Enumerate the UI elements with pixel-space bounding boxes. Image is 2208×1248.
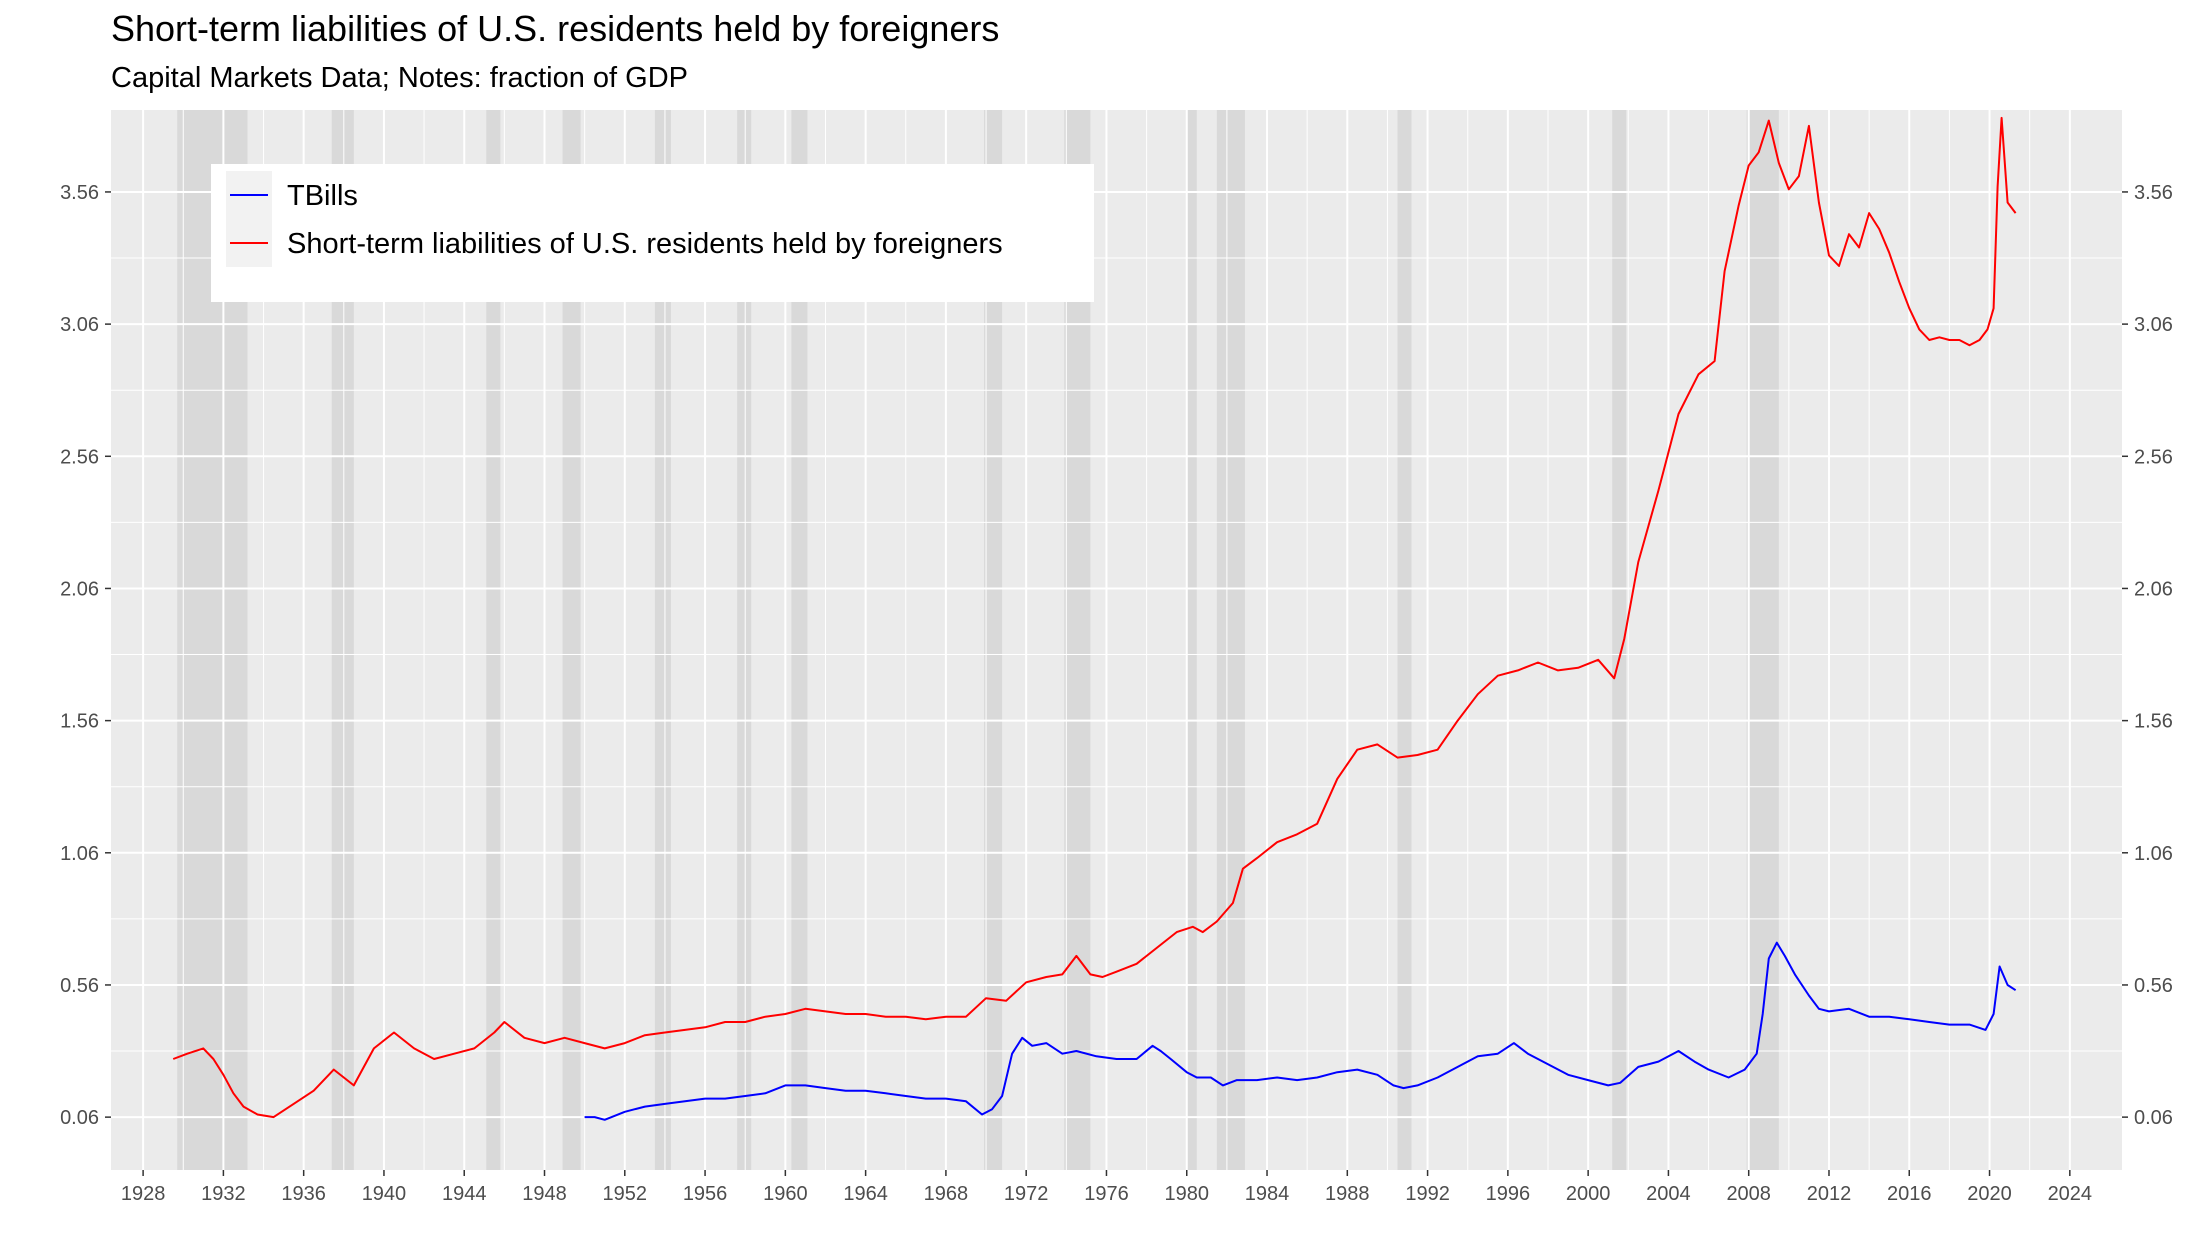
recession-band [984,110,1003,1170]
recession-band [562,110,581,1170]
recession-band [737,110,752,1170]
y-tick-label: 0.06 [60,1107,99,1129]
chart-subtitle: Capital Markets Data; Notes: fraction of… [111,62,688,94]
y-tick-label-right: 0.56 [2134,975,2173,997]
legend: TBills Short-term liabilities of U.S. res… [211,164,1094,302]
y-axis-right: 0.06 0.56 1.06 1.56 2.06 2.56 3.06 3.56 [2122,182,2173,1129]
x-tick-label: 1968 [924,1183,969,1205]
x-tick-label: 2000 [1566,1183,1611,1205]
y-tick-label-right: 0.06 [2134,1107,2173,1129]
minor-gridlines [111,110,2122,1170]
y-tick-label: 1.06 [60,843,99,865]
y-tick-label-right: 1.06 [2134,843,2173,865]
recession-band [1186,110,1197,1170]
x-tick-label: 2004 [1646,1183,1691,1205]
y-tick-label: 2.06 [60,578,99,600]
x-tick-label: 1960 [763,1183,808,1205]
x-tick-label: 2024 [2048,1183,2093,1205]
x-tick-label: 1988 [1325,1183,1370,1205]
recession-band [331,110,354,1170]
legend-box [211,164,1094,302]
y-tick-label-right: 2.06 [2134,578,2173,600]
y-tick-label-right: 3.56 [2134,182,2173,204]
x-tick-label: 1936 [281,1183,326,1205]
legend-label: TBills [287,180,358,212]
x-tick-label: 1976 [1084,1183,1129,1205]
x-tick-label: 2008 [1726,1183,1771,1205]
recession-band [1612,110,1627,1170]
recession-band [1216,110,1245,1170]
y-tick-label-right: 1.56 [2134,711,2173,733]
x-tick-label: 1996 [1486,1183,1531,1205]
y-tick-label: 1.56 [60,711,99,733]
y-tick-label: 3.56 [60,182,99,204]
x-tick-label: 1944 [442,1183,487,1205]
y-tick-label-right: 2.56 [2134,446,2173,468]
series-line-short-term-liabilities [172,116,2017,1119]
recession-band [1746,110,1779,1170]
y-tick-label: 0.56 [60,975,99,997]
x-tick-label: 1972 [1004,1183,1049,1205]
x-tick-label: 1932 [201,1183,246,1205]
y-axis-left: 0.06 0.56 1.06 1.56 2.06 2.56 3.06 3.56 [60,182,111,1129]
recession-band [654,110,671,1170]
recession-band [486,110,501,1170]
x-tick-label: 1952 [603,1183,648,1205]
y-tick-label-right: 3.06 [2134,314,2173,336]
x-tick-label: 1940 [362,1183,407,1205]
x-tick-label: 2020 [1967,1183,2012,1205]
x-tick-label: 1948 [522,1183,567,1205]
x-tick-label: 1980 [1164,1183,1209,1205]
x-tick-label: 1928 [121,1183,166,1205]
x-tick-label: 1984 [1245,1183,1290,1205]
recession-band [791,110,808,1170]
x-tick-label: 2016 [1887,1183,1932,1205]
x-tick-label: 1992 [1405,1183,1450,1205]
x-axis: 1928 1932 1936 1940 1944 1948 1952 1956 1960 1964… [121,1170,2092,1205]
recession-band [1397,110,1412,1170]
x-tick-label: 1964 [843,1183,888,1205]
series-line-tbills [584,941,2017,1121]
series-lines [172,116,2017,1121]
chart-title: Short-term liabilities of U.S. residents… [111,8,1000,49]
y-tick-label: 3.06 [60,314,99,336]
y-tick-label: 2.56 [60,446,99,468]
x-tick-label: 2012 [1807,1183,1852,1205]
legend-label: Short-term liabilities of U.S. residents… [287,228,1003,260]
x-tick-label: 1956 [683,1183,728,1205]
